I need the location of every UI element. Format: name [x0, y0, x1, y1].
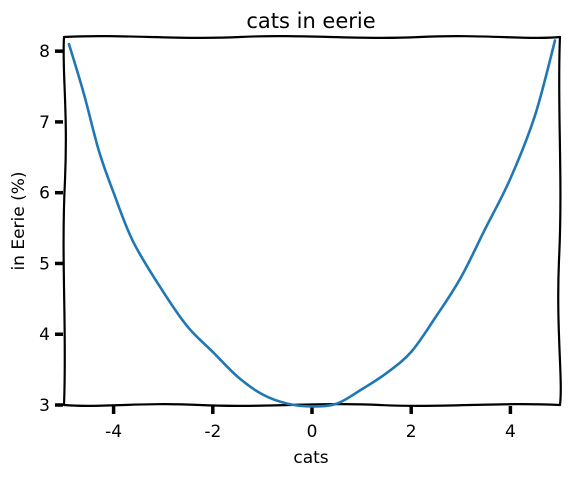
series-line	[67, 39, 557, 408]
x-tick-label: -2	[204, 422, 221, 442]
x-axis-ticks: -4 -2 0 2 4	[105, 406, 516, 442]
y-tick-label: 7	[39, 113, 50, 133]
y-tick-label: 8	[39, 42, 50, 62]
y-tick-label: 4	[39, 325, 50, 345]
chart-title: cats in eerie	[246, 9, 375, 33]
x-tick-label: 2	[406, 422, 417, 442]
y-tick-label: 5	[39, 254, 50, 274]
y-axis-label: in Eerie (%)	[9, 171, 29, 270]
y-tick-label: 6	[39, 184, 50, 204]
series-layer	[67, 39, 557, 408]
x-tick-label: 4	[505, 422, 516, 442]
y-axis-ticks: 3 4 5 6 7 8	[39, 42, 63, 416]
plot-frame	[62, 35, 562, 407]
x-tick-label: -4	[105, 422, 122, 442]
y-tick-label: 3	[39, 396, 50, 416]
x-tick-label: 0	[307, 422, 318, 442]
x-axis-label: cats	[293, 448, 328, 468]
